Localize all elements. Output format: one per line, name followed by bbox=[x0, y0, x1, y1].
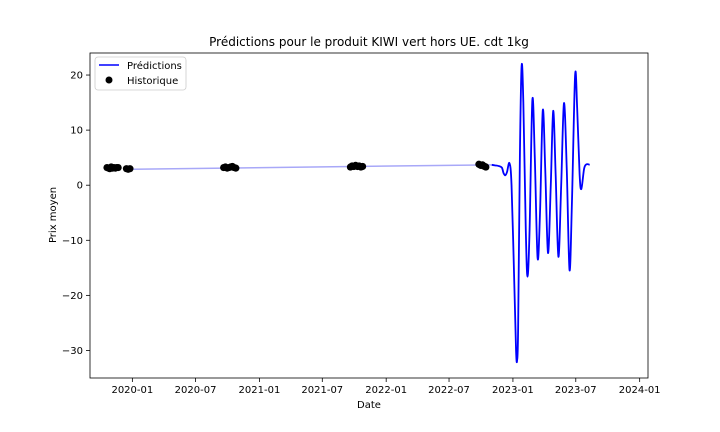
y-tick-label: −30 bbox=[62, 346, 83, 357]
trend-line bbox=[132, 164, 492, 170]
x-tick-label: 2020-07 bbox=[175, 385, 217, 396]
x-axis-ticks: 2020-01 2020-07 2021-01 2021-07 2022-01 2022-… bbox=[111, 378, 661, 396]
x-tick-label: 2023-01 bbox=[492, 385, 534, 396]
y-axis-label: Prix moyen bbox=[48, 187, 59, 243]
x-axis-label: Date bbox=[357, 400, 381, 411]
x-tick-label: 2022-01 bbox=[365, 385, 407, 396]
legend-marker-historique bbox=[105, 76, 113, 84]
y-tick-label: 10 bbox=[70, 126, 83, 137]
x-tick-label: 2023-07 bbox=[555, 385, 597, 396]
legend-label-predictions: Prédictions bbox=[127, 60, 182, 72]
historique-point bbox=[482, 163, 490, 171]
y-tick-label: 20 bbox=[70, 71, 83, 82]
x-tick-label: 2024-01 bbox=[619, 385, 661, 396]
x-tick-label: 2022-07 bbox=[428, 385, 470, 396]
x-tick-label: 2021-07 bbox=[301, 385, 343, 396]
x-tick-label: 2020-01 bbox=[111, 385, 153, 396]
chart-title: Prédictions pour le produit KIWI vert ho… bbox=[209, 35, 529, 49]
y-tick-label: 0 bbox=[77, 181, 83, 192]
historique-point bbox=[114, 163, 122, 172]
y-tick-label: −10 bbox=[62, 236, 83, 247]
axes-frame bbox=[89, 52, 649, 379]
historique-point bbox=[126, 165, 134, 173]
historique-point bbox=[232, 164, 240, 172]
series-line-predictions bbox=[491, 63, 590, 364]
legend: Prédictions Historique bbox=[94, 56, 187, 91]
legend-label-historique: Historique bbox=[127, 76, 178, 87]
x-tick-label: 2021-01 bbox=[239, 385, 281, 396]
y-tick-label: −20 bbox=[62, 291, 83, 302]
y-axis-ticks: 20 10 0 −10 −20 −30 bbox=[62, 71, 90, 357]
plot-area bbox=[103, 63, 590, 364]
historique-point bbox=[358, 162, 367, 171]
